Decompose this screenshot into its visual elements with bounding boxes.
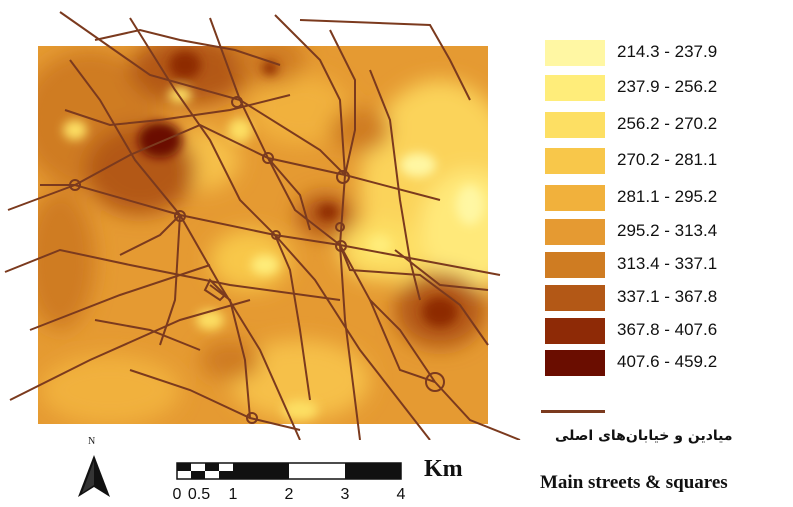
scale-tick-label: 3 [340, 486, 350, 503]
north-label: N [88, 436, 96, 447]
legend-swatch [545, 318, 605, 344]
legend-range-label: 237.9 - 256.2 [617, 77, 718, 96]
scale-tick-label: 1 [228, 486, 238, 503]
interpolated-map [4, 11, 521, 440]
north-arrow-icon [78, 455, 110, 497]
legend-range-label: 270.2 - 281.1 [617, 150, 718, 169]
streets-label-persian: میادین و خیابان‌های اصلی [555, 428, 733, 444]
legend-swatch [545, 40, 605, 66]
scale-tick-label: 0 [172, 486, 182, 503]
legend-swatch [545, 252, 605, 278]
legend-range-label: 407.6 - 459.2 [617, 352, 718, 371]
legend-range-label: 313.4 - 337.1 [617, 254, 718, 273]
legend-swatch [545, 75, 605, 101]
legend-range-label: 337.1 - 367.8 [617, 287, 718, 306]
street-legend-line [541, 410, 605, 413]
legend-swatch [545, 350, 605, 376]
legend-swatch [545, 112, 605, 138]
scale-tick-label: 0.5 [187, 486, 211, 503]
scale-bar [176, 462, 402, 480]
legend-range-label: 214.3 - 237.9 [617, 42, 718, 61]
legend-range-label: 295.2 - 313.4 [617, 221, 718, 240]
legend-swatch [545, 148, 605, 174]
street-network [4, 11, 521, 440]
legend-swatch [545, 185, 605, 211]
legend-swatch [545, 285, 605, 311]
scale-unit: Km [424, 456, 463, 482]
legend-range-label: 367.8 - 407.6 [617, 320, 718, 339]
legend-range-label: 256.2 - 270.2 [617, 114, 718, 133]
legend-range-label: 281.1 - 295.2 [617, 187, 718, 206]
scale-tick-label: 4 [396, 486, 406, 503]
legend-swatch [545, 219, 605, 245]
scale-tick-label: 2 [284, 486, 294, 503]
streets-label-english: Main streets & squares [540, 472, 728, 493]
